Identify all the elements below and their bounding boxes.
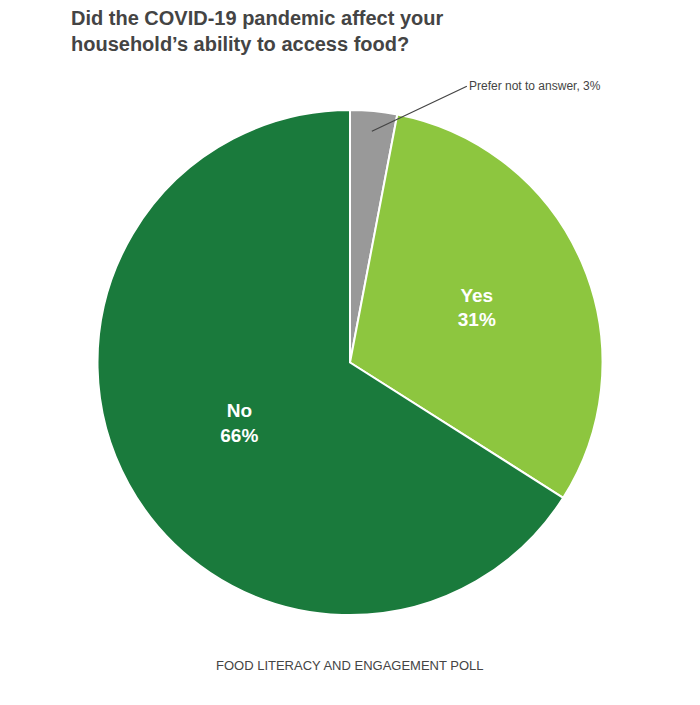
svg-text:No66%: No66%	[220, 400, 258, 446]
svg-text:Yes31%: Yes31%	[458, 285, 496, 331]
svg-text:Prefer not to answer, 3%: Prefer not to answer, 3%	[469, 79, 601, 93]
svg-text:FOOD LITERACY AND ENGAGEMENT P: FOOD LITERACY AND ENGAGEMENT POLL	[216, 658, 484, 673]
svg-text:Did the COVID-19 pandemic affe: Did the COVID-19 pandemic affect yourhou…	[71, 7, 444, 55]
